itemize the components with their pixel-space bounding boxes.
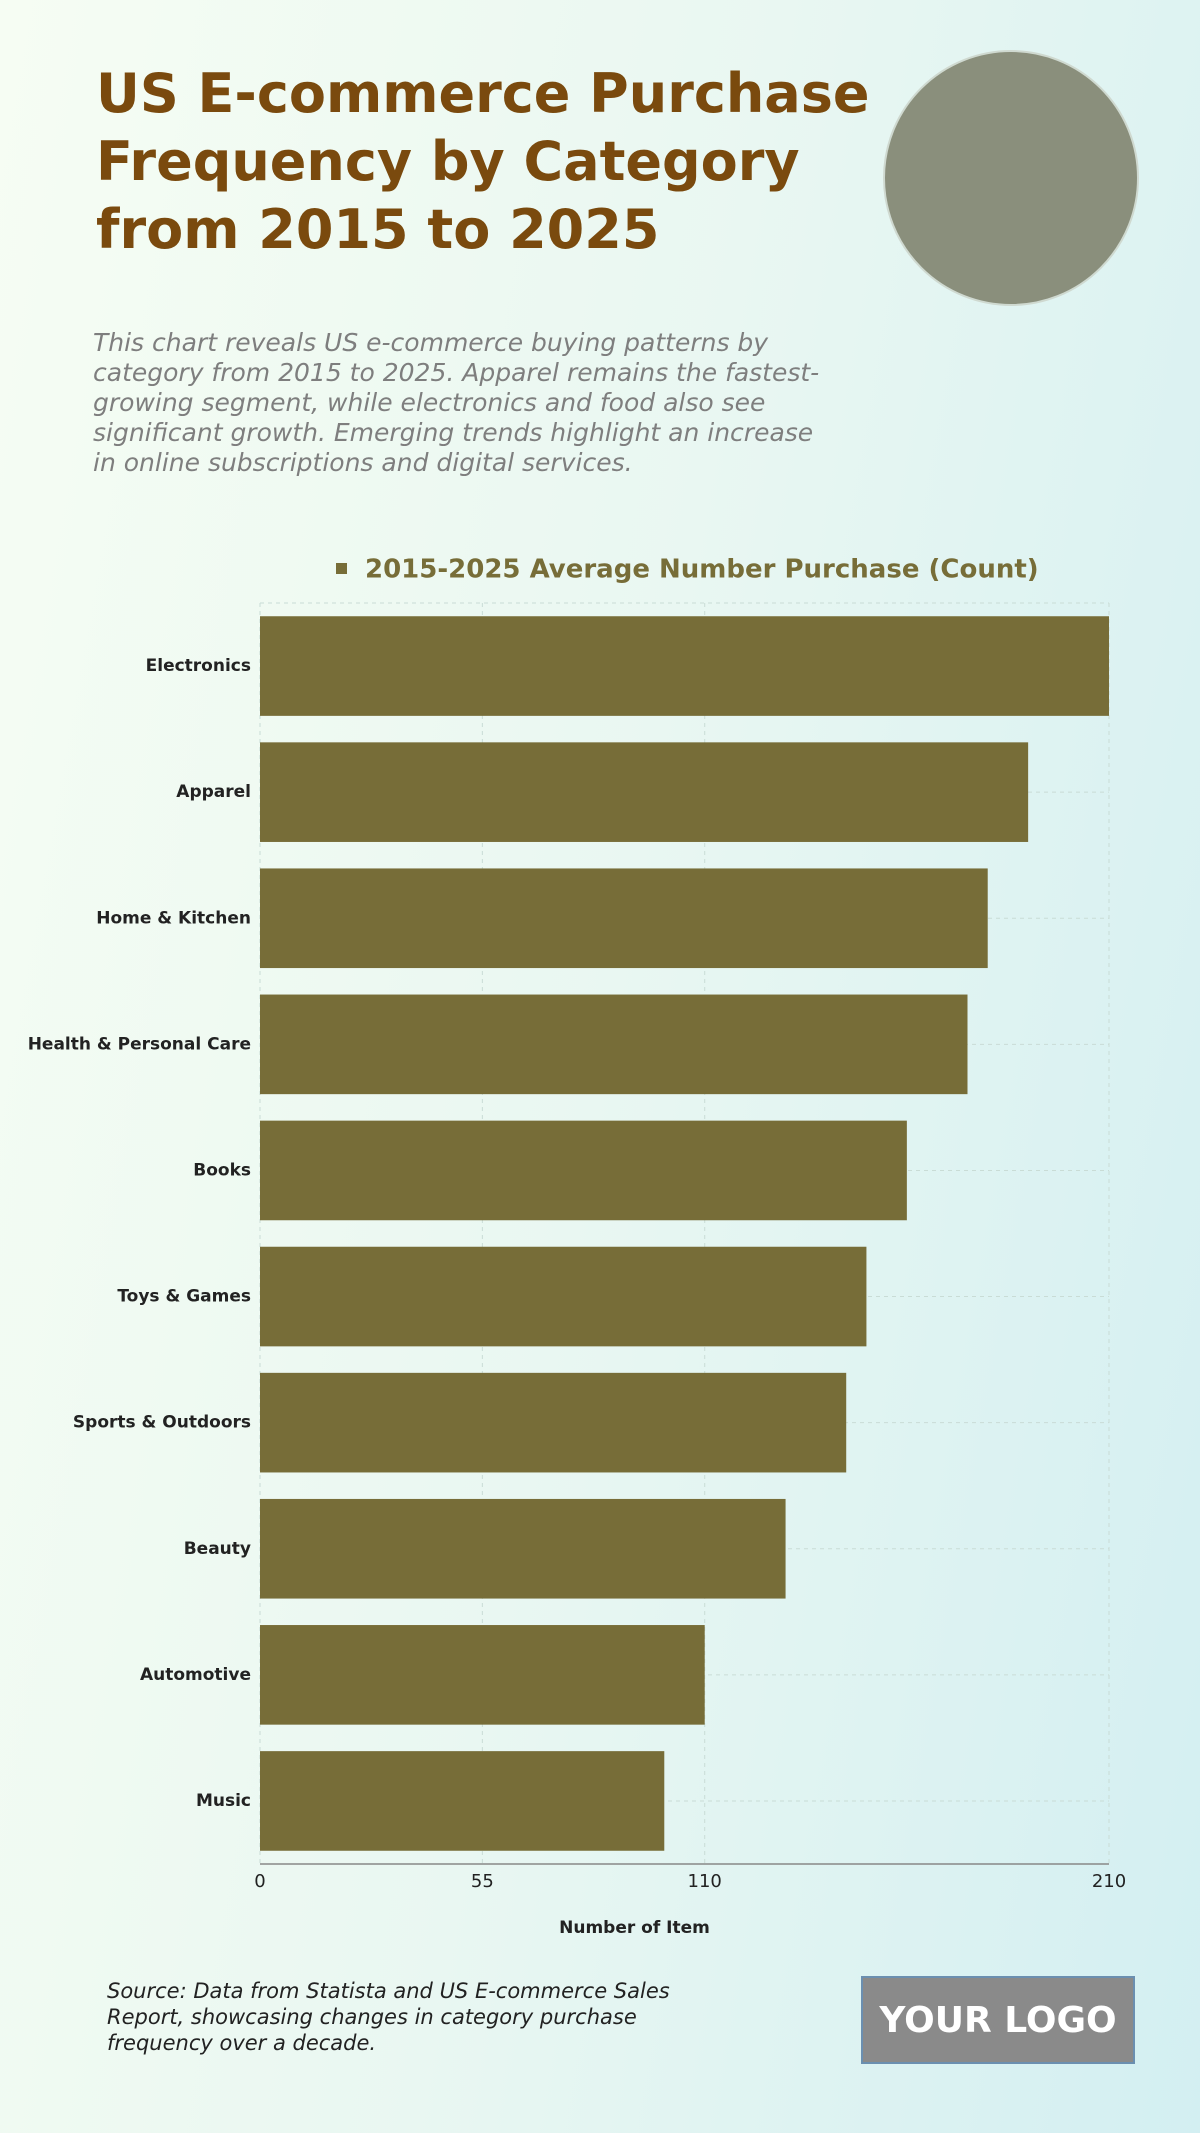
x-tick-label: 0 [254, 1871, 265, 1892]
y-tick-label: Toys & Games [117, 1287, 251, 1307]
logo: YOUR LOGO [861, 1976, 1135, 2064]
y-tick-label: Music [196, 1791, 251, 1811]
y-tick-label: Apparel [176, 782, 251, 802]
legend-label: 2015-2025 Average Number Purchase (Count… [365, 555, 1039, 585]
legend-swatch [336, 563, 347, 574]
bar [260, 742, 1029, 842]
bar [260, 868, 988, 969]
bar [260, 1625, 705, 1725]
x-tick-label: 55 [471, 1871, 494, 1892]
y-tick-label: Automotive [140, 1665, 251, 1685]
bar [260, 1372, 847, 1473]
source: Source: Data from Statista and US E-comm… [107, 1979, 670, 2055]
x-tick-label: 210 [1092, 1871, 1126, 1892]
photo [884, 51, 1138, 305]
bar [260, 994, 968, 1095]
bar [260, 616, 1109, 716]
x-axis-title: Number of Item [559, 1918, 710, 1938]
title: US E-commerce Purchase Frequency by Cate… [96, 62, 870, 261]
bar [260, 1498, 786, 1599]
photo-border [883, 50, 1139, 306]
y-tick-label: Beauty [184, 1539, 251, 1559]
bar [260, 1246, 867, 1347]
subtitle: This chart reveals US e-commerce buying … [93, 328, 820, 477]
y-tick-label: Sports & Outdoors [73, 1413, 251, 1433]
x-tick-label: 110 [688, 1871, 722, 1892]
bar [260, 1120, 907, 1221]
y-tick-label: Health & Personal Care [28, 1034, 251, 1054]
y-tick-label: Electronics [146, 656, 251, 676]
y-tick-label: Books [193, 1160, 251, 1180]
bar [260, 1751, 665, 1851]
y-tick-label: Home & Kitchen [96, 908, 251, 928]
